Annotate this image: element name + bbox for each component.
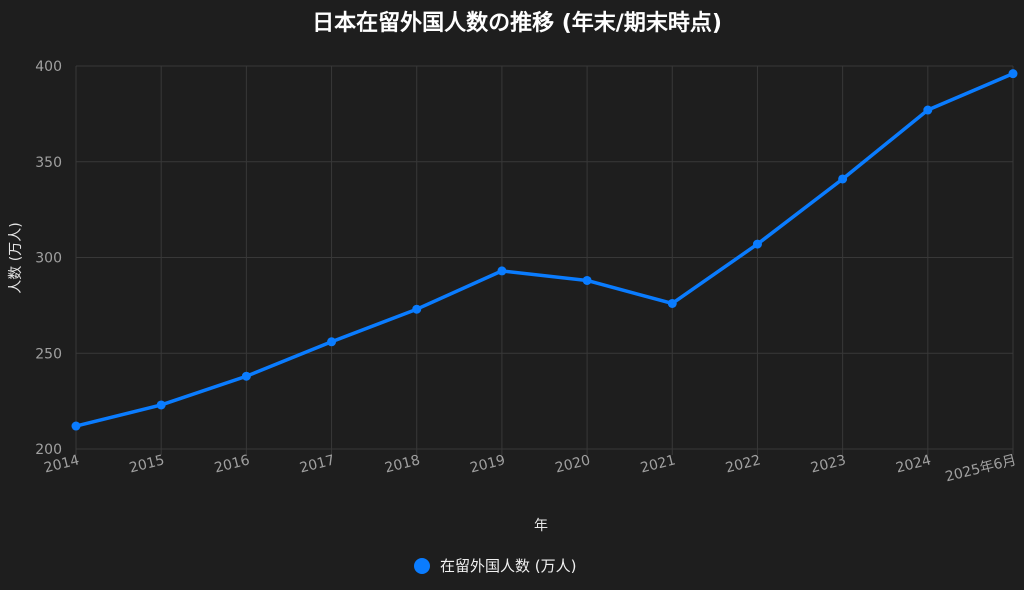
x-tick-label: 2016 (213, 452, 252, 476)
x-tick-label: 2018 (383, 452, 421, 476)
data-point[interactable] (752, 239, 762, 249)
x-tick-label: 2023 (809, 452, 847, 476)
legend-label: 在留外国人数 (万人) (440, 557, 576, 575)
data-point[interactable] (838, 174, 848, 184)
y-axis-ticks: 200 250 300 350 400 (35, 59, 62, 458)
grid (75, 65, 1014, 455)
x-tick-label: 2021 (639, 452, 677, 476)
x-tick-label: 2020 (554, 452, 592, 476)
data-point[interactable] (241, 371, 251, 381)
series (71, 69, 1018, 431)
x-tick-label: 2024 (894, 452, 933, 476)
data-point[interactable] (582, 275, 592, 285)
x-tick-label: 2017 (298, 452, 336, 476)
x-axis-ticks: 2014 2015 2016 2017 2018 2019 2020 2021 2022 2023… (43, 452, 1018, 485)
x-tick-label: 2019 (468, 452, 506, 476)
data-point[interactable] (412, 304, 422, 314)
data-point[interactable] (156, 400, 166, 410)
x-tick-label: 2022 (724, 452, 762, 476)
chart-title: 日本在留外国人数の推移 (年末/期末時点) (312, 10, 722, 36)
data-point[interactable] (1008, 69, 1018, 79)
y-axis-title: 人数 (万人) (8, 222, 24, 293)
y-tick-label: 300 (35, 251, 62, 267)
y-tick-label: 250 (35, 346, 62, 362)
legend-marker (414, 558, 430, 574)
x-tick-label: 2015 (128, 452, 166, 476)
data-point[interactable] (71, 421, 81, 431)
y-tick-label: 350 (35, 155, 62, 171)
y-tick-label: 400 (35, 59, 62, 75)
series-line (74, 71, 1015, 428)
data-point[interactable] (327, 337, 337, 347)
x-tick-label: 2025年6月 (944, 452, 1018, 485)
y-tick-label: 200 (35, 442, 62, 458)
legend[interactable]: 在留外国人数 (万人) (414, 557, 576, 575)
data-point[interactable] (667, 298, 677, 308)
data-point[interactable] (497, 266, 507, 276)
x-axis-title: 年 (534, 518, 548, 534)
data-point[interactable] (923, 105, 933, 115)
